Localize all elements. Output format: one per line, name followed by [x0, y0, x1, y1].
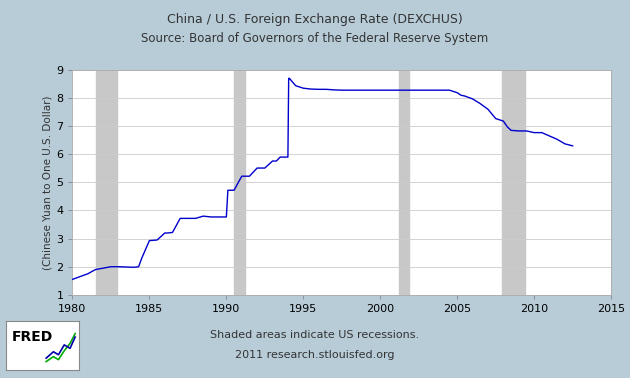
Bar [399, 70, 410, 295]
Bar [96, 70, 117, 295]
Text: Shaded areas indicate US recessions.: Shaded areas indicate US recessions. [210, 330, 420, 339]
Text: FRED: FRED [12, 330, 54, 344]
Bar [234, 70, 245, 295]
Text: Source: Board of Governors of the Federal Reserve System: Source: Board of Governors of the Federa… [141, 32, 489, 45]
Y-axis label: (Chinese Yuan to One U.S. Dollar): (Chinese Yuan to One U.S. Dollar) [42, 95, 52, 270]
Text: 2011 research.stlouisfed.org: 2011 research.stlouisfed.org [235, 350, 395, 360]
Text: China / U.S. Foreign Exchange Rate (DEXCHUS): China / U.S. Foreign Exchange Rate (DEXC… [167, 13, 463, 26]
Bar [502, 70, 525, 295]
